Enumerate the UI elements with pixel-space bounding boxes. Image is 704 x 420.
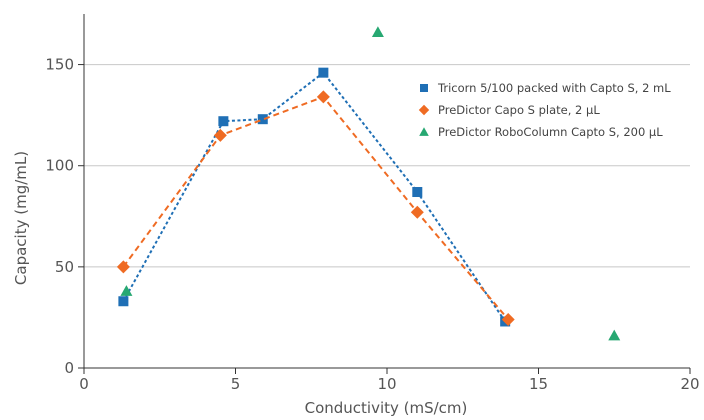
legend-marker <box>419 127 429 136</box>
y-tick-label: 50 <box>55 258 74 276</box>
x-tick-label: 15 <box>529 375 548 393</box>
data-point <box>120 285 133 296</box>
axes <box>83 14 690 369</box>
data-point <box>412 187 423 198</box>
x-axis-title: Conductivity (mS/cm) <box>305 399 468 417</box>
legend-label: PreDictor RoboColumn Capto S, 200 µL <box>438 125 663 139</box>
x-tick-label: 10 <box>377 375 396 393</box>
legend: Tricorn 5/100 packed with Capto S, 2 mL P… <box>418 81 671 139</box>
y-tick-label: 100 <box>45 157 74 175</box>
series-2 <box>116 90 515 326</box>
data-point <box>371 26 384 38</box>
y-axis-title: Capacity (mg/mL) <box>12 151 30 285</box>
legend-label: PreDictor Capo S plate, 2 µL <box>438 103 600 117</box>
y-tick-label: 0 <box>64 359 74 377</box>
data-point <box>213 128 227 142</box>
legend-marker <box>420 84 428 92</box>
y-tick-label: 150 <box>45 56 74 74</box>
data-point <box>257 114 268 125</box>
series-layer <box>116 26 621 341</box>
gridlines <box>84 64 690 268</box>
data-point <box>318 67 329 78</box>
series-3 <box>120 26 621 341</box>
data-point <box>410 205 424 219</box>
legend-item-3: PreDictor RoboColumn Capto S, 200 µL <box>419 125 663 139</box>
series-1-line <box>122 71 506 323</box>
legend-item-2: PreDictor Capo S plate, 2 µL <box>418 103 600 117</box>
data-point <box>116 260 130 274</box>
legend-marker <box>418 104 430 116</box>
legend-item-1: Tricorn 5/100 packed with Capto S, 2 mL <box>420 81 671 95</box>
data-point <box>608 329 621 341</box>
x-tick-label: 5 <box>231 375 241 393</box>
x-tick-label: 20 <box>680 375 699 393</box>
data-point <box>316 90 330 104</box>
data-point <box>118 296 129 307</box>
ticks: 0 50 100 150 0 5 10 15 20 <box>45 56 699 393</box>
data-point <box>501 312 515 326</box>
legend-label: Tricorn 5/100 packed with Capto S, 2 mL <box>437 81 671 95</box>
data-point <box>218 116 229 127</box>
x-tick-label: 0 <box>79 375 89 393</box>
